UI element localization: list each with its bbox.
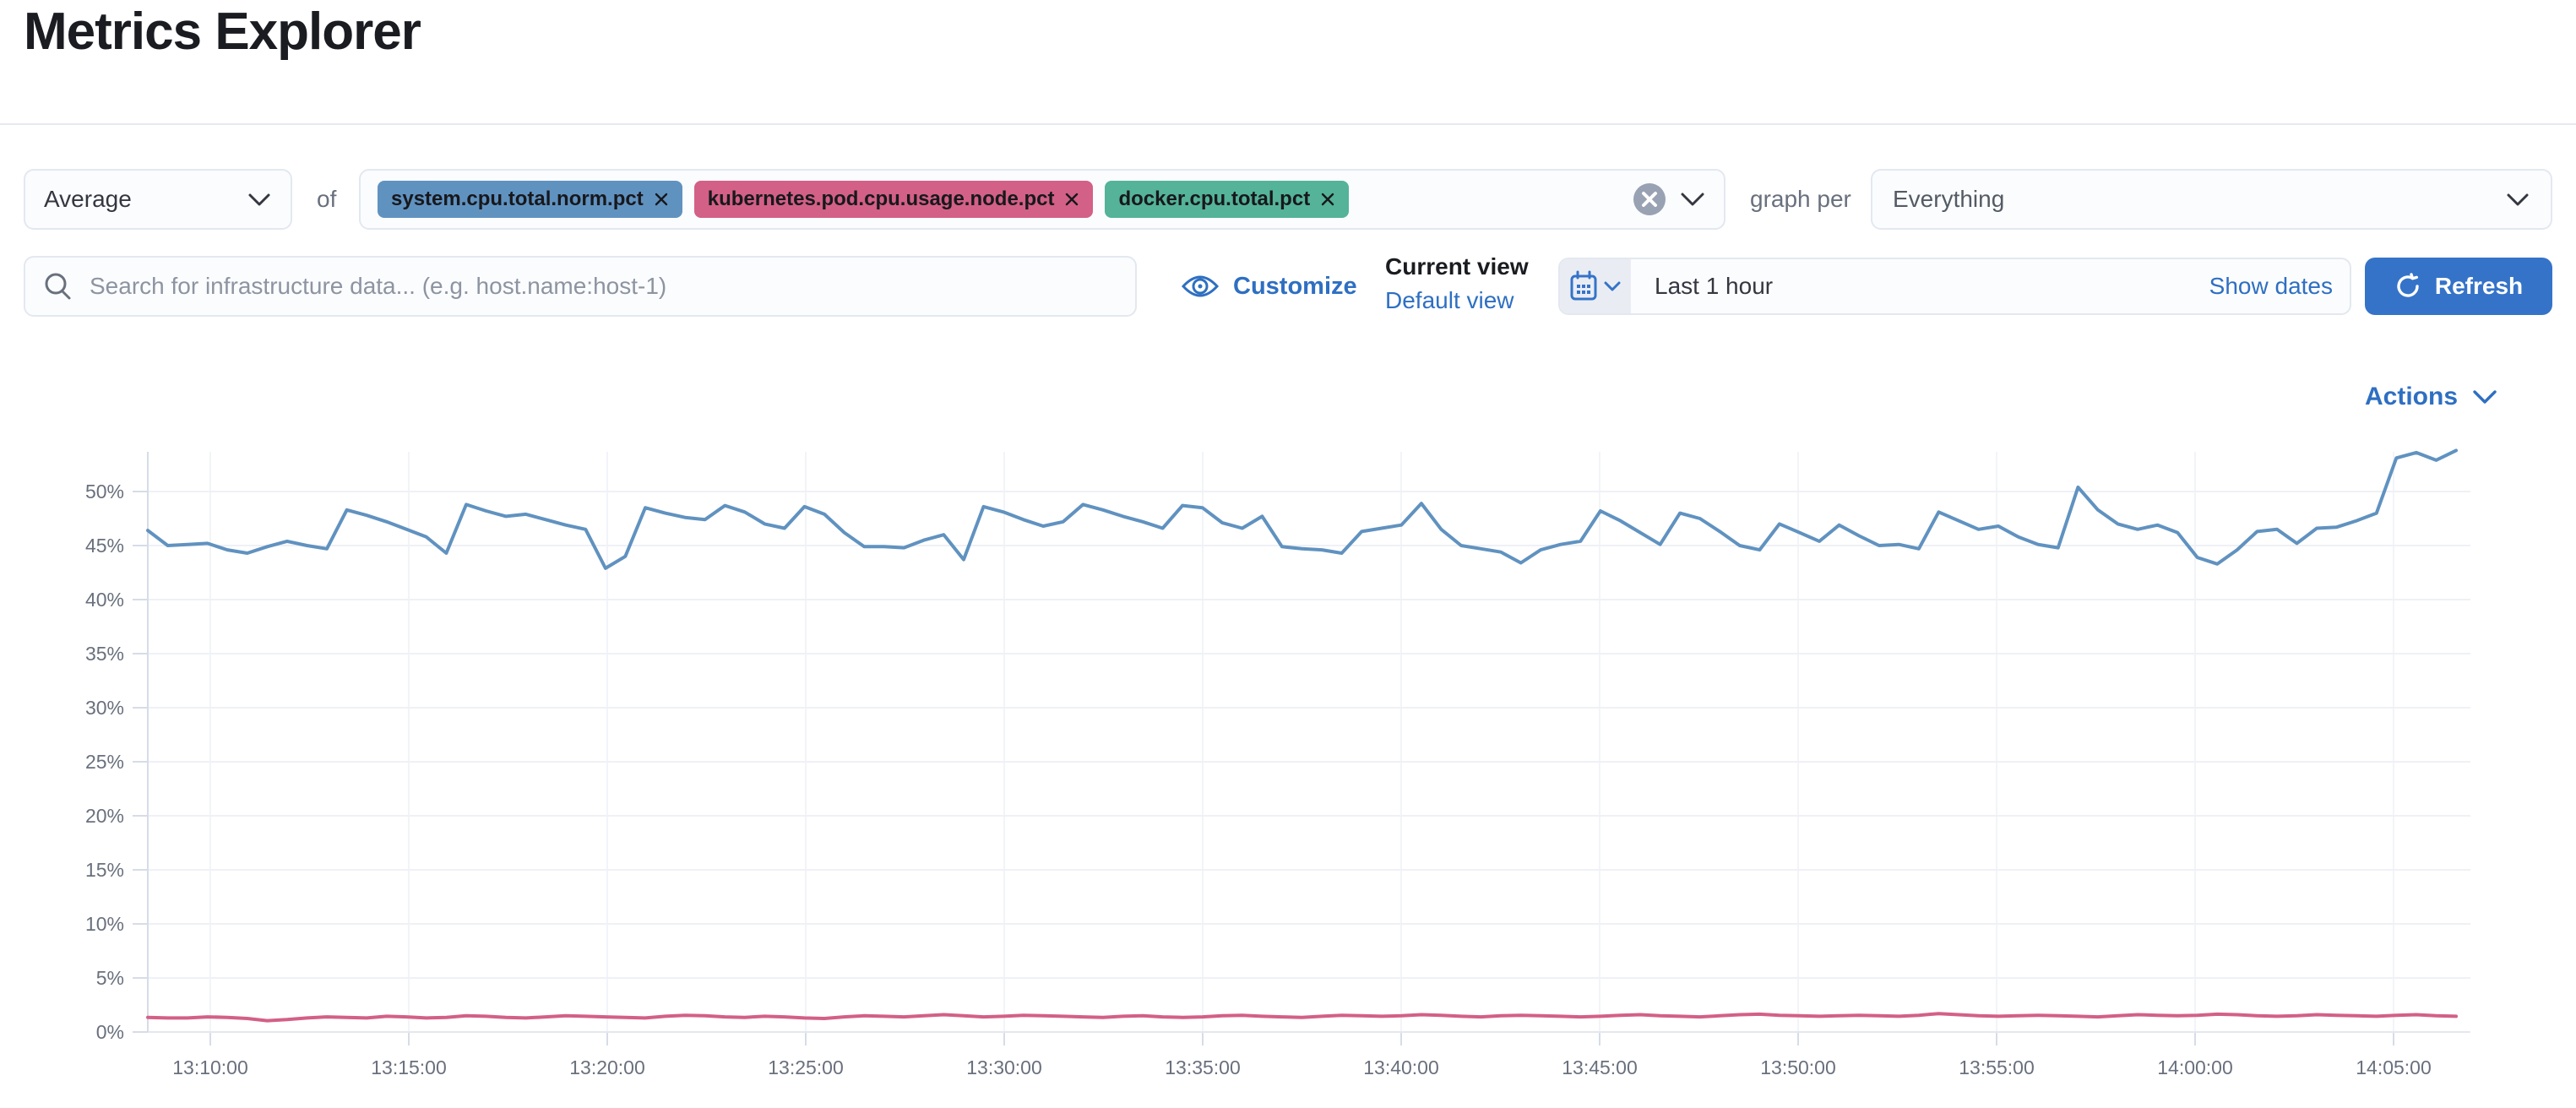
chevron-down-icon — [1604, 281, 1621, 291]
metrics-chart[interactable]: 13:10:00 13:15:00 13:20:00 13:25:00 13:30:00… — [0, 431, 2576, 1106]
series-line-system.cpu.total.norm.pct — [146, 448, 2458, 570]
current-view-label: Current view — [1385, 253, 1529, 280]
show-dates-button[interactable]: Show dates — [2209, 273, 2333, 299]
search-icon — [45, 273, 71, 300]
y-axis-label: 0% — [96, 1021, 124, 1043]
chevron-down-icon — [2473, 390, 2497, 404]
x-axis-label: 13:15:00 — [371, 1056, 447, 1078]
y-axis-label: 5% — [96, 967, 124, 989]
x-axis-label: 13:25:00 — [768, 1056, 844, 1078]
y-axis-label: 30% — [85, 697, 124, 719]
chevron-down-icon — [248, 193, 270, 206]
customize-label: Customize — [1233, 272, 1357, 300]
y-axis-label: 45% — [85, 535, 124, 557]
actions-menu[interactable]: Actions — [2365, 378, 2500, 416]
search-input-wrapper[interactable] — [24, 256, 1137, 317]
search-input[interactable] — [88, 272, 1117, 301]
series-line-kubernetes.pod.cpu.usage.node.pct — [146, 1012, 2458, 1023]
y-axis-label: 20% — [85, 805, 124, 827]
metric-badge[interactable]: system.cpu.total.norm.pct — [378, 181, 682, 218]
x-axis-label: 13:45:00 — [1562, 1056, 1638, 1078]
remove-metric-icon[interactable] — [1064, 192, 1079, 207]
x-axis-label: 13:10:00 — [172, 1056, 248, 1078]
chart-container: 13:10:00 13:15:00 13:20:00 13:25:00 13:30:00… — [0, 431, 2576, 1106]
page-title: Metrics Explorer — [24, 3, 421, 61]
aggregation-select[interactable]: Average — [24, 169, 292, 230]
group-by-value: Everything — [1893, 186, 2005, 212]
group-by-select[interactable]: Everything — [1871, 169, 2552, 230]
y-axis-label: 35% — [85, 643, 124, 665]
of-label: of — [317, 186, 337, 212]
x-axis-label: 13:35:00 — [1165, 1056, 1241, 1078]
metric-badge-label: docker.cpu.total.pct — [1118, 187, 1311, 210]
y-axis-label: 10% — [85, 913, 124, 935]
x-axis-label: 13:30:00 — [966, 1056, 1042, 1078]
time-range-value[interactable]: Last 1 hour — [1655, 273, 1774, 299]
refresh-label: Refresh — [2434, 273, 2524, 299]
close-icon — [1642, 192, 1657, 207]
x-axis-label: 13:50:00 — [1760, 1056, 1836, 1078]
remove-metric-icon[interactable] — [654, 192, 669, 207]
x-axis-label: 13:20:00 — [569, 1056, 645, 1078]
graph-per-label: graph per — [1750, 186, 1851, 212]
metric-badge-label: kubernetes.pod.cpu.usage.node.pct — [707, 187, 1055, 210]
chevron-down-icon[interactable] — [1678, 190, 1707, 209]
y-axis-label: 25% — [85, 751, 124, 773]
date-picker[interactable]: Last 1 hour Show dates — [1558, 258, 2351, 315]
x-axis-label: 13:55:00 — [1959, 1056, 2035, 1078]
actions-label: Actions — [2365, 383, 2459, 410]
default-view-link[interactable]: Default view — [1385, 287, 1514, 313]
metric-badge[interactable]: kubernetes.pod.cpu.usage.node.pct — [693, 181, 1094, 218]
calendar-icon — [1570, 270, 1597, 301]
header-divider — [0, 123, 2576, 125]
metrics-field[interactable]: system.cpu.total.norm.pct kubernetes.pod… — [359, 169, 1725, 230]
x-axis-label: 13:40:00 — [1363, 1056, 1439, 1078]
y-axis-label: 40% — [85, 589, 124, 611]
eye-icon — [1181, 275, 1220, 297]
clear-metrics-button[interactable] — [1633, 182, 1666, 216]
metric-badge-label: system.cpu.total.norm.pct — [391, 187, 644, 210]
remove-metric-icon[interactable] — [1320, 192, 1335, 207]
refresh-button[interactable]: Refresh — [2365, 258, 2552, 315]
metric-badge[interactable]: docker.cpu.total.pct — [1105, 181, 1350, 218]
chevron-down-icon — [2507, 193, 2529, 206]
aggregation-value: Average — [44, 186, 132, 212]
y-axis-label: 15% — [85, 859, 124, 881]
x-axis-label: 14:00:00 — [2157, 1056, 2233, 1078]
customize-button[interactable]: Customize — [1181, 256, 1357, 317]
x-axis-label: 14:05:00 — [2356, 1056, 2432, 1078]
calendar-button[interactable] — [1560, 259, 1631, 313]
y-axis-label: 50% — [85, 481, 124, 502]
refresh-icon — [2397, 273, 2419, 297]
